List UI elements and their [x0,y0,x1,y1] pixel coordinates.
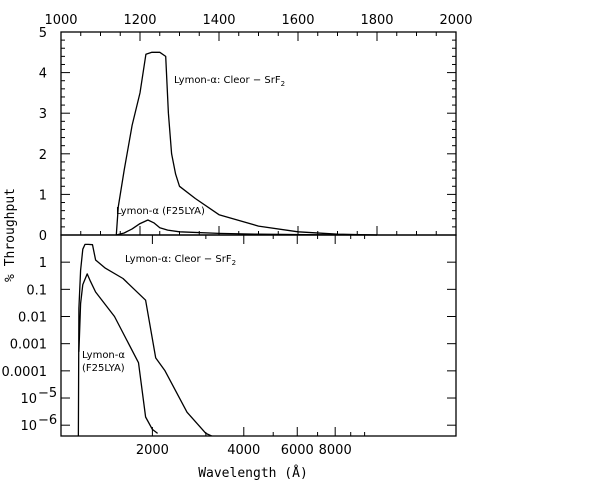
bottom-y-tick-label: 0.1 [26,283,47,298]
top-y-tick-label: 1 [39,188,47,203]
bottom-series-clear-srf2 [77,243,214,436]
top-x-tick-label: 2000 [439,13,472,28]
bottom-y-tick-label: 1 [39,256,47,271]
bottom-y-tick-label: 10 [20,419,37,434]
x-axis-label: Wavelength (Å) [198,465,308,481]
bottom-y-tick-label: 0.0001 [2,365,48,380]
bottom-y-tick-label: 10 [20,392,37,407]
bottom-y-tick-label: 0.001 [10,338,47,353]
top-y-tick-label: 0 [39,229,47,244]
top-y-tick-label: 2 [39,148,47,163]
top-series-f25lya [116,219,378,236]
top-x-tick-label: 1800 [360,13,393,28]
top-y-tick-label: 5 [39,26,47,41]
top-annotation-clear-srf2: Lymon-α: Cleor − SrF2 [174,75,285,88]
top-panel-curves [115,51,378,236]
top-y-tick-label: 4 [39,67,47,82]
top-series-clear-srf2 [115,51,378,236]
top-x-tick-label: 1200 [123,13,156,28]
bottom-y-tick-exponent: −6 [38,413,57,428]
bottom-annotation-f25lya-line2: (F25LYA) [82,363,125,374]
bottom-y-tick-exponent: −5 [38,386,57,401]
bottom-annotation-clear-srf2: Lymon-α: Cleor − SrF2 [125,254,236,267]
y-axis-label: % Throughput [3,188,18,282]
bottom-panel-frame [60,234,457,437]
bottom-x-tick-label: 6000 [281,443,314,458]
top-panel-frame [60,31,457,236]
top-y-tick-label: 3 [39,107,47,122]
top-x-tick-label: 1600 [281,13,314,28]
bottom-y-tick-label: 0.01 [18,311,47,326]
top-panel-ticks: 1000 1200 1400 1600 1800 2000 0 1 2 3 4 5 [39,13,473,244]
bottom-annotation-f25lya-line1: Lymon-α [82,350,125,361]
top-x-tick-label: 1000 [44,13,77,28]
bottom-x-tick-label: 8000 [319,443,352,458]
bottom-x-tick-label: 2000 [136,443,169,458]
bottom-panel-curves [77,243,214,436]
top-annotation-f25lya: Lymon-α (F25LYA) [116,206,205,217]
bottom-series-f25lya [78,273,158,434]
bottom-x-tick-label: 4000 [227,443,260,458]
top-x-tick-label: 1400 [202,13,235,28]
